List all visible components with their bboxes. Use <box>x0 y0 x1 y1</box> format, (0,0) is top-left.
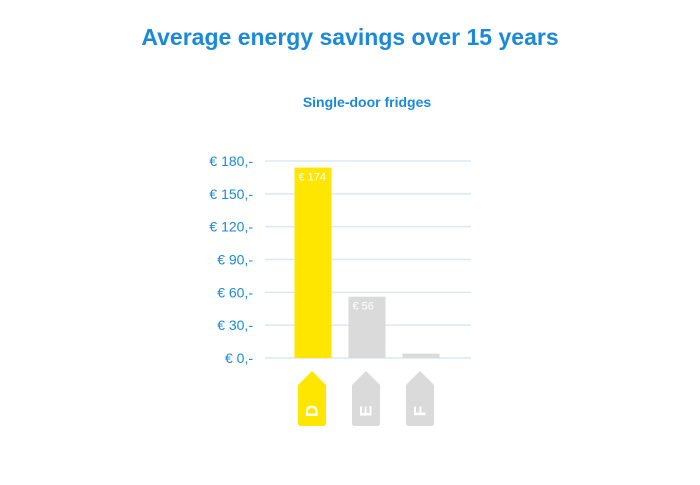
energy-class-badge-d: D <box>298 371 326 426</box>
y-tick-label: € 30,- <box>217 317 253 333</box>
energy-tag-icon <box>352 371 380 426</box>
y-tick-label: € 120,- <box>209 219 253 235</box>
y-tick-label: € 90,- <box>217 252 253 268</box>
y-axis-ticks: € 0,- € 30,- € 60,- € 90,- € 120,- € 150,- € 1… <box>209 153 253 366</box>
category-label: E <box>357 405 376 416</box>
bar-d <box>294 167 332 358</box>
y-tick-label: € 60,- <box>217 284 253 300</box>
bar-f <box>402 353 440 358</box>
energy-class-badge-f: F <box>406 371 434 426</box>
energy-tag-icon <box>406 371 434 426</box>
bar-e <box>348 296 386 358</box>
energy-class-badges: D E F <box>298 371 434 426</box>
y-tick-label: € 150,- <box>209 186 253 202</box>
y-tick-label: € 0,- <box>225 350 253 366</box>
energy-class-badge-e: E <box>352 371 380 426</box>
bar-value-label: € 174 <box>299 172 327 184</box>
chart-title: Average energy savings over 15 years <box>141 24 559 50</box>
energy-tag-icon <box>298 371 326 426</box>
chart-subtitle: Single-door fridges <box>302 94 432 110</box>
y-tick-label: € 180,- <box>209 153 253 169</box>
bars: € 174 € 56 <box>294 167 440 358</box>
bar-value-label: € 56 <box>353 301 374 313</box>
category-label: D <box>303 405 322 417</box>
category-label: F <box>411 406 430 416</box>
